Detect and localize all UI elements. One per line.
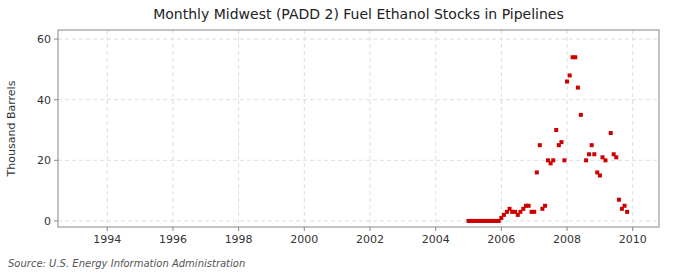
grid-line bbox=[304, 30, 305, 227]
point bbox=[551, 158, 555, 162]
x-tick bbox=[435, 227, 436, 231]
point bbox=[554, 128, 558, 132]
y-tick-label: 60 bbox=[37, 33, 51, 46]
point bbox=[565, 80, 569, 84]
point bbox=[576, 86, 580, 90]
grid-line bbox=[567, 30, 568, 227]
grid bbox=[58, 30, 659, 227]
y-tick-label: 20 bbox=[37, 154, 51, 167]
grid-line bbox=[435, 30, 436, 227]
x-tick-label: 1998 bbox=[225, 233, 253, 246]
point bbox=[625, 210, 629, 214]
x-tick bbox=[501, 227, 502, 231]
x-tick bbox=[238, 227, 239, 231]
x-tick bbox=[567, 227, 568, 231]
point bbox=[598, 173, 602, 177]
point bbox=[592, 152, 596, 156]
point bbox=[614, 155, 618, 159]
point bbox=[587, 152, 591, 156]
x-tick-label: 2006 bbox=[487, 233, 515, 246]
point bbox=[609, 131, 613, 135]
title: Monthly Midwest (PADD 2) Fuel Ethanol St… bbox=[153, 6, 564, 22]
point bbox=[568, 73, 572, 77]
point bbox=[573, 55, 577, 59]
y-tick bbox=[54, 39, 58, 40]
x-tick bbox=[369, 227, 370, 231]
ticks: 1994 1996 1998 2000 2002 2004 2006 2008 2010 0 20 4… bbox=[37, 33, 647, 246]
marks bbox=[467, 55, 630, 223]
y-axis-label: Thousand Barrels bbox=[5, 80, 18, 177]
grid-line bbox=[172, 30, 173, 227]
y-tick-label: 0 bbox=[44, 215, 51, 228]
grid-line bbox=[501, 30, 502, 227]
x-tick-label: 1996 bbox=[159, 233, 187, 246]
grid-line bbox=[369, 30, 370, 227]
plot-frame bbox=[58, 30, 659, 227]
grid-line bbox=[58, 220, 659, 221]
x-tick bbox=[304, 227, 305, 231]
y-tick-label: 40 bbox=[37, 94, 51, 107]
point bbox=[538, 143, 542, 147]
point bbox=[590, 143, 594, 147]
point bbox=[579, 113, 583, 117]
y-tick bbox=[54, 99, 58, 100]
point bbox=[559, 140, 563, 144]
point bbox=[527, 204, 531, 208]
grid-line bbox=[58, 39, 659, 40]
y-tick bbox=[54, 220, 58, 221]
point bbox=[623, 204, 627, 208]
point bbox=[617, 198, 621, 202]
point bbox=[562, 158, 566, 162]
point bbox=[603, 158, 607, 162]
x-tick bbox=[632, 227, 633, 231]
point bbox=[584, 158, 588, 162]
y-tick bbox=[54, 160, 58, 161]
x-tick bbox=[107, 227, 108, 231]
x-tick-label: 1994 bbox=[93, 233, 121, 246]
grid-line bbox=[58, 99, 659, 100]
x-tick-label: 2008 bbox=[553, 233, 581, 246]
point bbox=[532, 210, 536, 214]
grid-line bbox=[58, 160, 659, 161]
chart: 1994 1996 1998 2000 2002 2004 2006 2008 2010 0 20 4… bbox=[0, 0, 675, 275]
x-tick-label: 2004 bbox=[422, 233, 450, 246]
point bbox=[543, 204, 547, 208]
x-tick-label: 2002 bbox=[356, 233, 384, 246]
x-tick-label: 2010 bbox=[619, 233, 647, 246]
x-tick-label: 2000 bbox=[290, 233, 318, 246]
grid-line bbox=[107, 30, 108, 227]
point bbox=[535, 170, 539, 174]
x-tick bbox=[172, 227, 173, 231]
source: Source: U.S. Energy Information Administ… bbox=[8, 258, 245, 269]
grid-line bbox=[632, 30, 633, 227]
grid-line bbox=[238, 30, 239, 227]
